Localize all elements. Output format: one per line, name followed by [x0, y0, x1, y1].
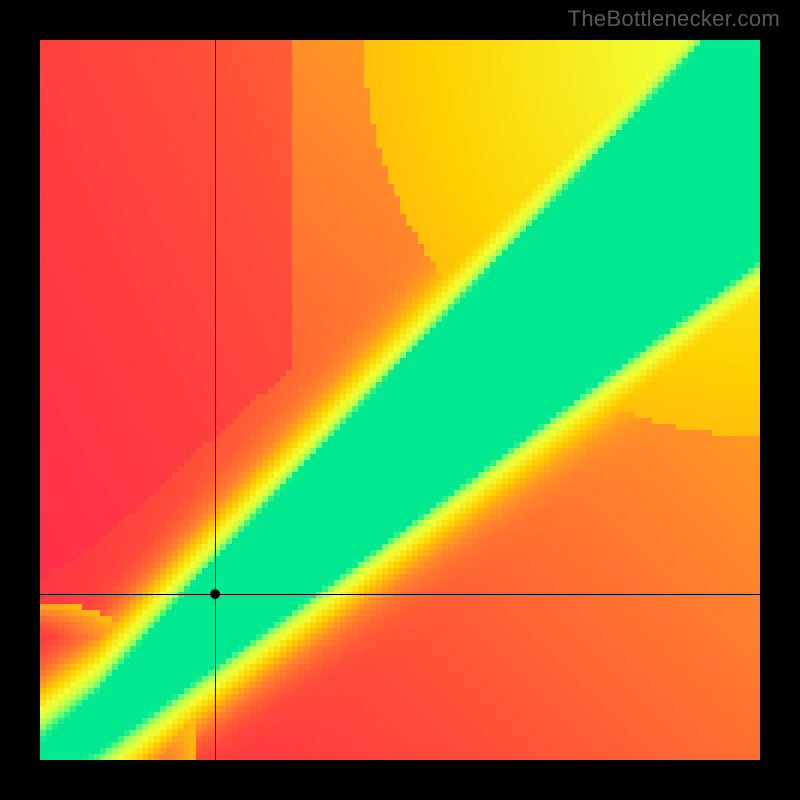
watermark-text: TheBottlenecker.com: [568, 6, 780, 32]
crosshair-marker: [210, 589, 220, 599]
crosshair-vertical: [215, 40, 216, 760]
crosshair-horizontal: [40, 594, 760, 595]
heatmap-plot: [40, 40, 760, 760]
root-container: TheBottlenecker.com: [0, 0, 800, 800]
heatmap-canvas: [40, 40, 760, 760]
